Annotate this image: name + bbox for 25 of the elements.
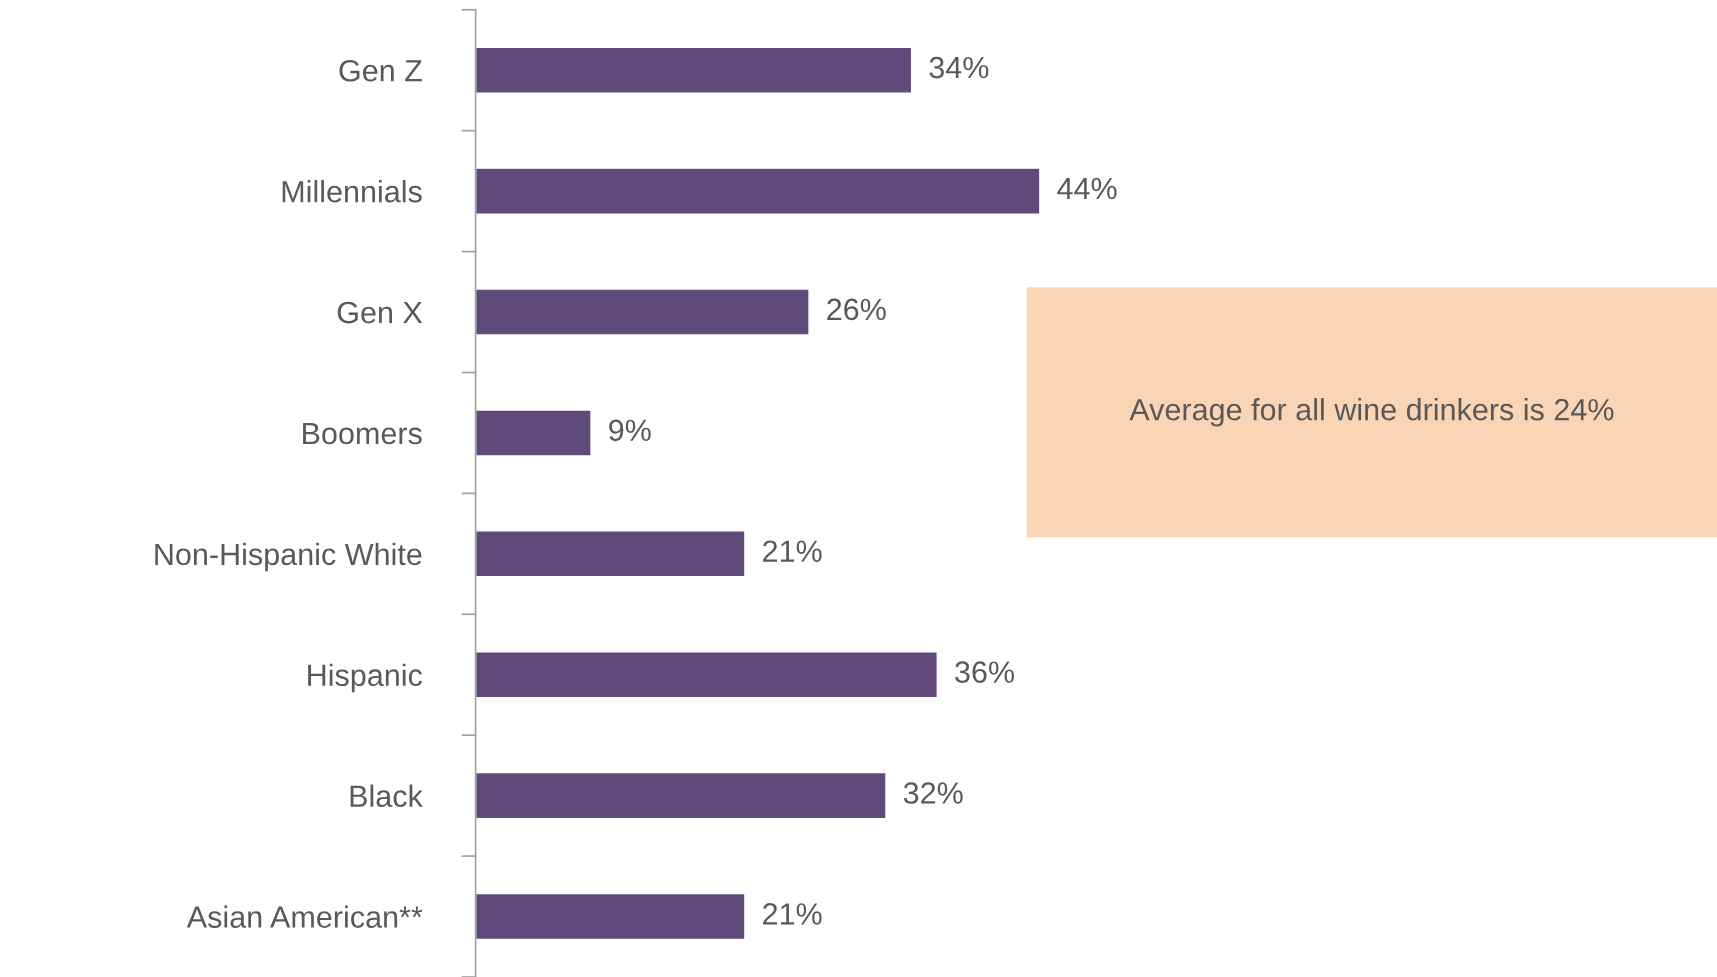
bar [475,46,913,94]
data-label: 26% [827,298,886,321]
data-label: 36% [955,661,1015,683]
y-tick-label: Boomers [303,422,422,445]
bar [475,892,746,941]
data-label: 9% [609,419,651,442]
bar [475,167,1041,215]
data-label: 32% [903,782,963,804]
bar [475,651,938,699]
y-tick-label: Black [350,784,423,808]
bar [475,409,592,457]
y-tick-label: Millennials [282,180,422,203]
data-label: 34% [929,56,989,79]
y-tick-label: Gen Z [339,59,422,82]
data-label: 21% [763,903,822,925]
data-label: 21% [763,540,822,562]
bar [475,771,887,820]
data-label: 44% [1057,177,1117,200]
y-tick-label: Asian American** [186,905,423,928]
bar [475,288,810,336]
y-tick-label: Non-Hispanic White [155,542,422,572]
bar [475,530,746,578]
y-tick-label: Hispanic [308,663,423,693]
y-tick-label: Gen X [337,301,423,324]
text: Average for all wine drinkers is 24% [1129,398,1614,427]
